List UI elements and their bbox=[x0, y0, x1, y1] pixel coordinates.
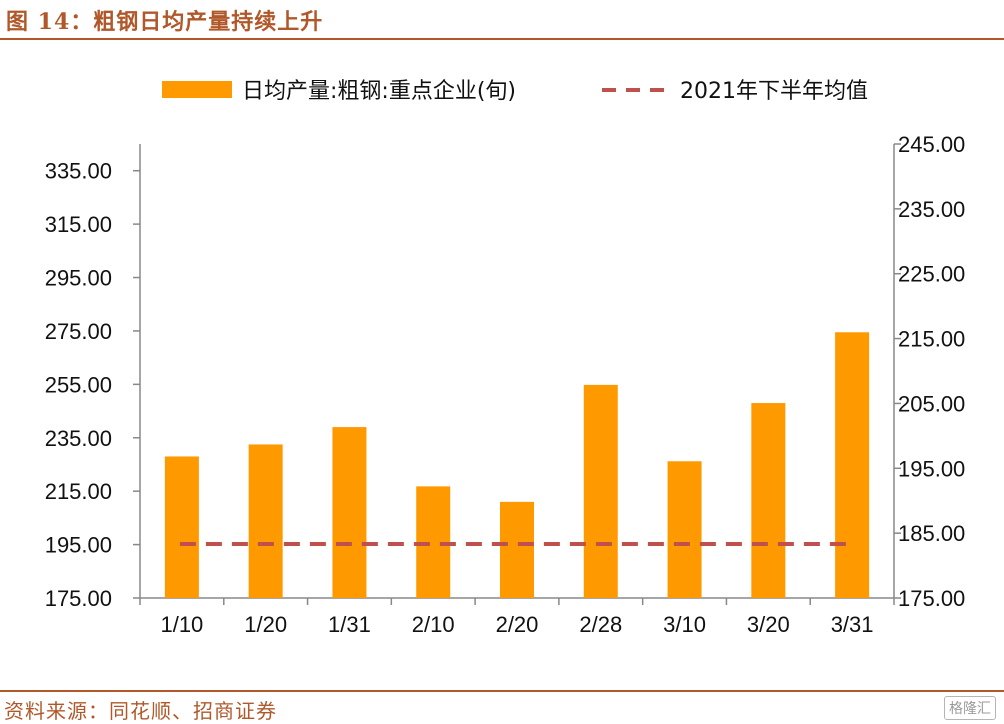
legend-label-line: 2021年下半年均值 bbox=[680, 79, 868, 104]
y-right-tick-label: 215.00 bbox=[898, 327, 965, 352]
y-left-tick-label: 175.00 bbox=[45, 586, 112, 611]
watermark-logo: 格隆汇 bbox=[944, 696, 996, 720]
y-right-tick-label: 195.00 bbox=[898, 456, 965, 481]
bar bbox=[164, 456, 199, 598]
bar bbox=[332, 427, 367, 598]
y-left-tick-label: 295.00 bbox=[45, 266, 112, 291]
x-tick-label: 2/10 bbox=[412, 612, 455, 637]
legend-label-bar: 日均产量:粗钢:重点企业(旬) bbox=[242, 79, 516, 104]
bar bbox=[835, 332, 870, 598]
bar bbox=[248, 444, 283, 598]
x-tick-label: 3/31 bbox=[831, 612, 874, 637]
y-left-tick-label: 255.00 bbox=[45, 372, 112, 397]
bar bbox=[500, 501, 534, 598]
y-right-tick-label: 205.00 bbox=[898, 391, 965, 416]
x-tick-label: 1/10 bbox=[160, 612, 203, 637]
x-tick-label: 3/20 bbox=[747, 612, 790, 637]
bar bbox=[583, 384, 618, 598]
legend: 日均产量:粗钢:重点企业(旬) 2021年下半年均值 bbox=[162, 79, 868, 104]
x-tick-label: 1/31 bbox=[328, 612, 371, 637]
y-right-tick-label: 185.00 bbox=[898, 521, 965, 546]
x-tick-label: 1/20 bbox=[244, 612, 287, 637]
bar bbox=[667, 461, 702, 598]
y-left-tick-label: 215.00 bbox=[45, 479, 112, 504]
y-right-tick-label: 175.00 bbox=[898, 586, 965, 611]
y-right-tick-label: 225.00 bbox=[898, 262, 965, 287]
top-divider bbox=[0, 38, 1004, 40]
y-left-tick-label: 195.00 bbox=[45, 533, 112, 558]
y-right-tick-label: 235.00 bbox=[898, 197, 965, 222]
y-left-tick-label: 335.00 bbox=[45, 159, 112, 184]
y-left-tick-label: 315.00 bbox=[45, 212, 112, 237]
y-right-tick-label: 245.00 bbox=[898, 132, 965, 157]
y-left-tick-label: 235.00 bbox=[45, 426, 112, 451]
bottom-divider bbox=[0, 690, 1004, 692]
x-tick-label: 2/28 bbox=[579, 612, 622, 637]
x-tick-label: 3/10 bbox=[663, 612, 706, 637]
x-tick-label: 2/20 bbox=[496, 612, 539, 637]
y-left-tick-label: 275.00 bbox=[45, 319, 112, 344]
bar bbox=[751, 403, 786, 598]
source-note: 资料来源：同花顺、招商证券 bbox=[4, 699, 277, 723]
chart-title: 图 14：粗钢日均产量持续上升 bbox=[6, 9, 324, 35]
legend-swatch-bar bbox=[162, 81, 232, 98]
